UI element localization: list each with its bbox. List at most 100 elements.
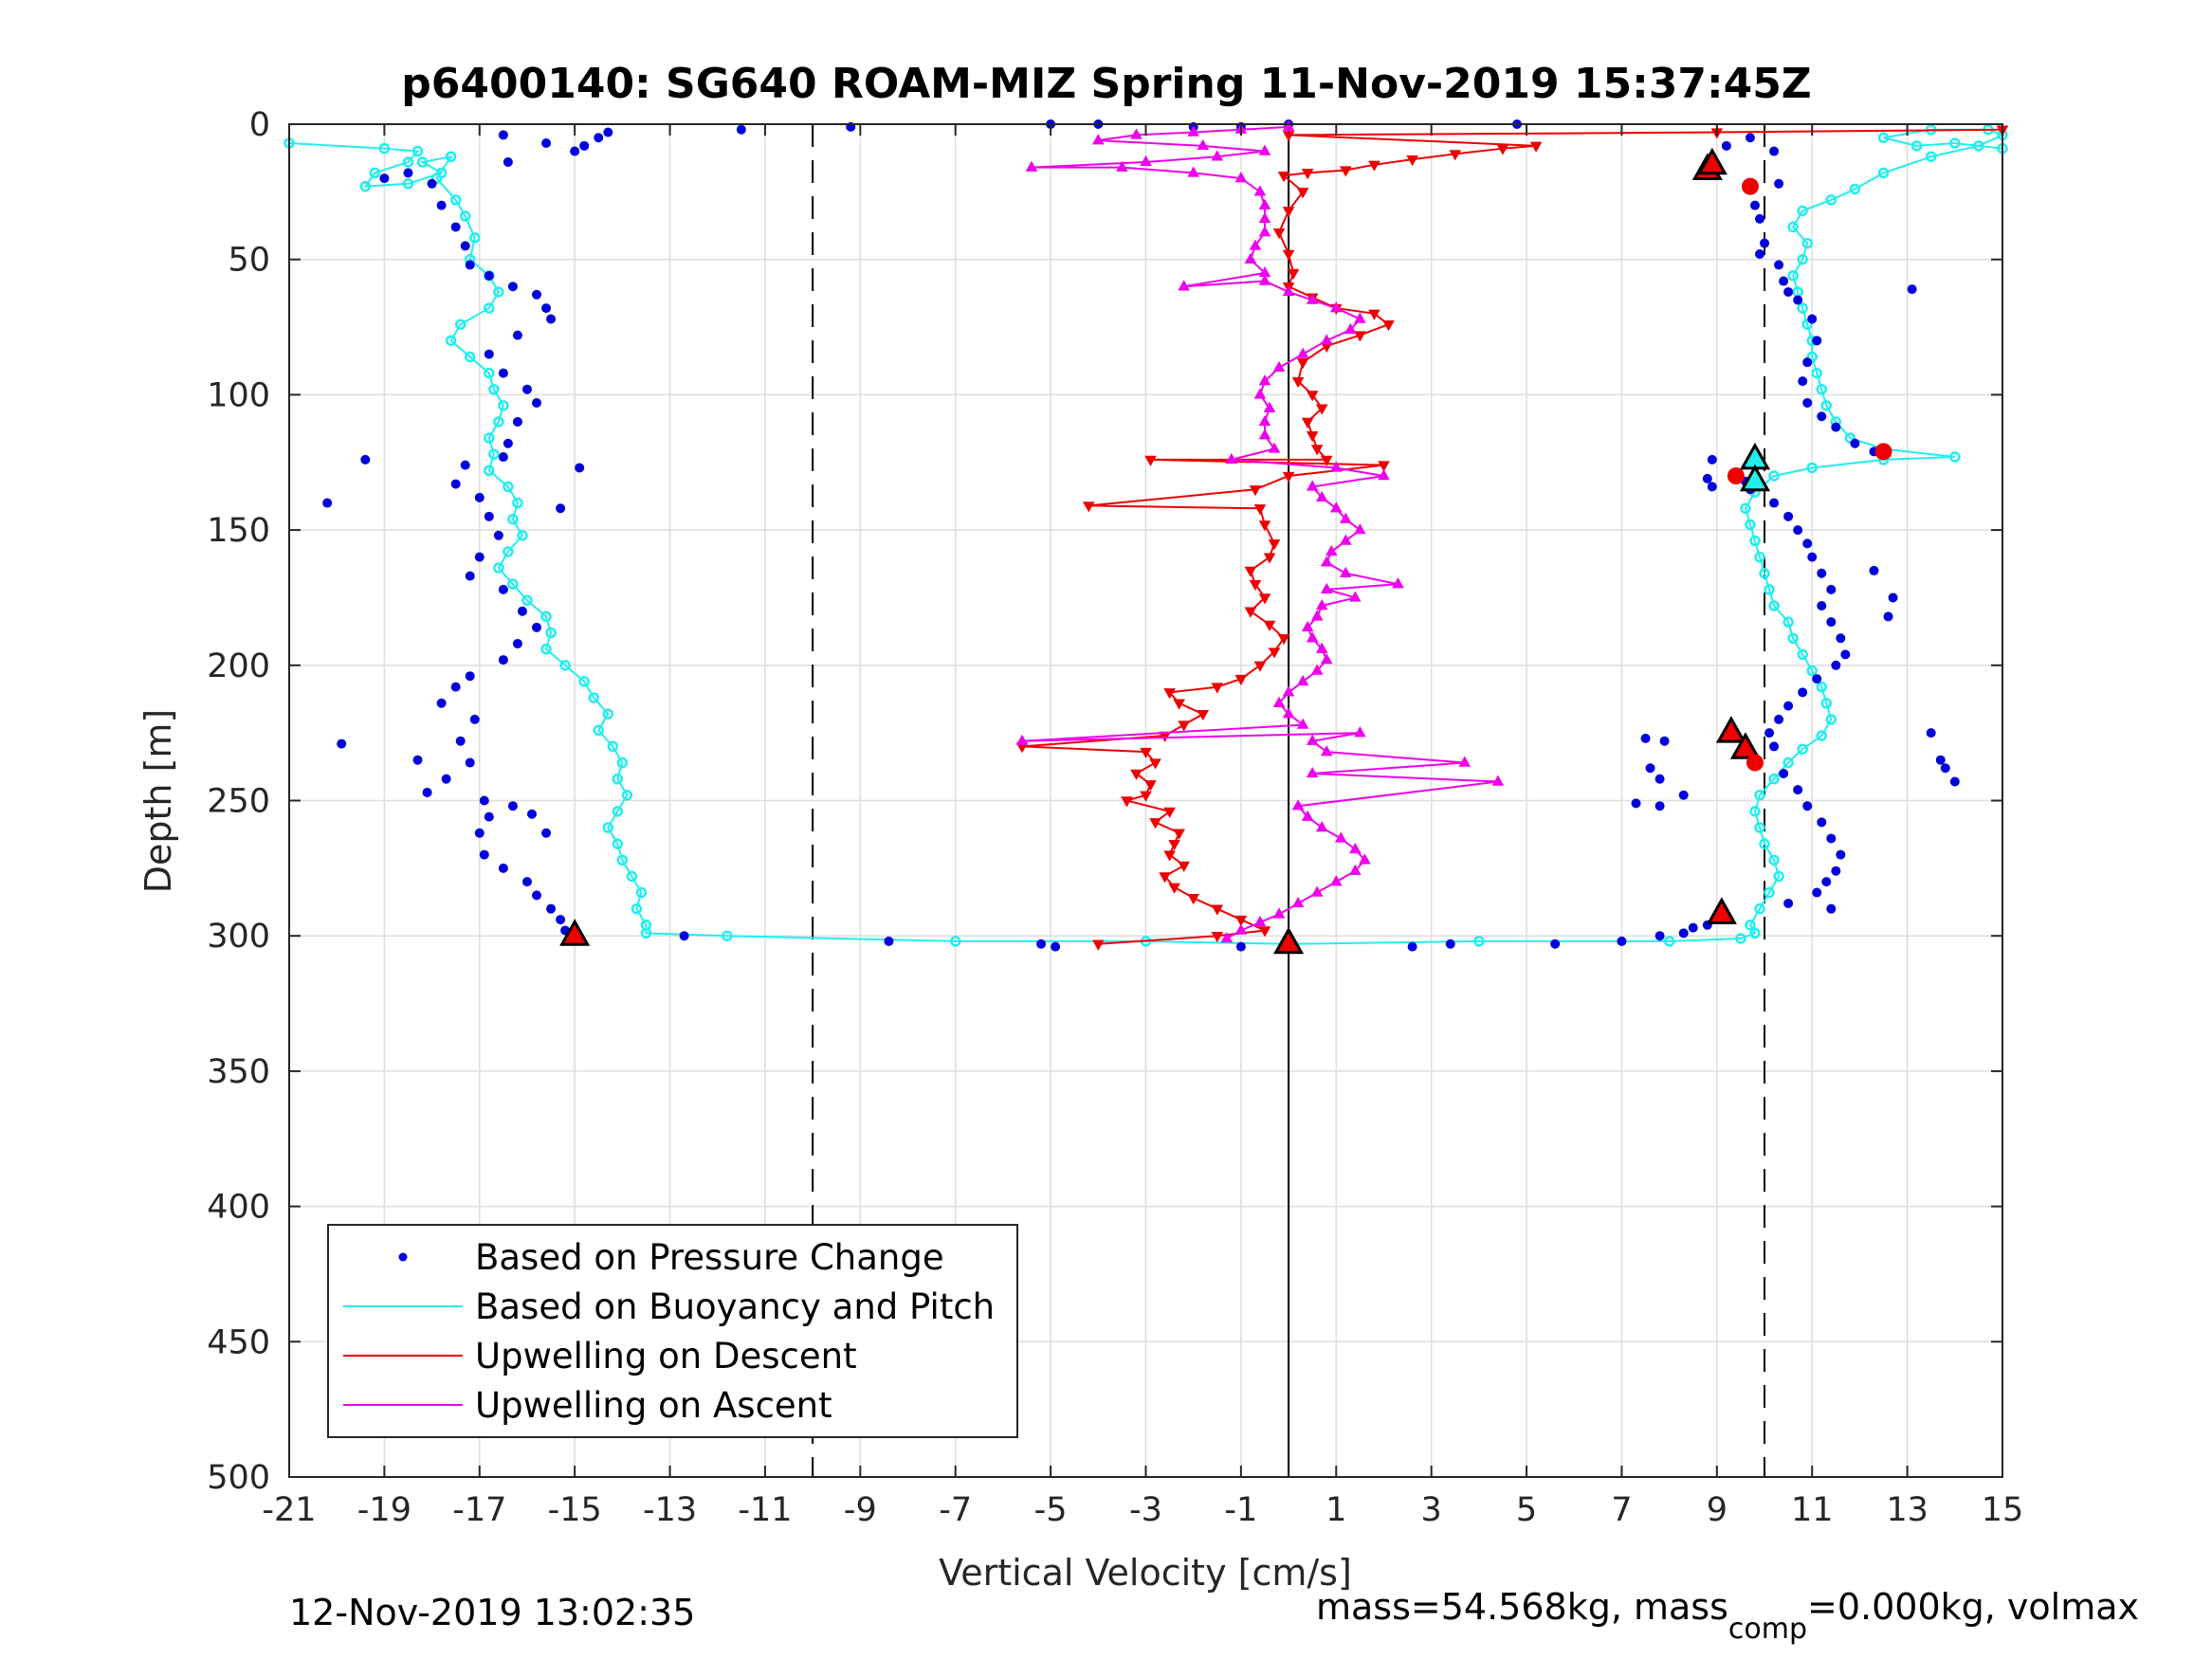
data-point [412, 755, 423, 765]
data-point [360, 454, 371, 465]
data-point [484, 511, 494, 521]
data-point [465, 571, 475, 581]
data-point [1631, 798, 1641, 809]
data-point [541, 828, 552, 838]
data-point [1820, 698, 1833, 709]
data-point [1774, 714, 1784, 724]
data-point [1296, 718, 1309, 729]
data-point [949, 936, 961, 947]
data-point [1258, 144, 1271, 155]
footer-mass-sub: comp [1728, 1613, 1807, 1646]
data-point [1907, 284, 1917, 295]
data-point [1258, 226, 1271, 237]
data-point [1812, 887, 1822, 898]
data-point [1831, 660, 1841, 670]
data-point [1354, 312, 1366, 323]
data-point [1249, 485, 1262, 497]
data-point [526, 809, 537, 819]
data-point [427, 178, 437, 189]
data-point [1802, 538, 1813, 549]
data-point [1949, 451, 1961, 463]
y-tick-label: 500 [207, 1459, 270, 1497]
data-point [1234, 172, 1248, 183]
data-point [1291, 799, 1305, 811]
data-point [1272, 360, 1286, 373]
data-point [1354, 331, 1366, 342]
data-point [1140, 155, 1152, 167]
data-point [1802, 397, 1813, 408]
x-tick-label: 9 [1707, 1491, 1728, 1529]
data-point [479, 795, 489, 806]
data-point [1163, 850, 1176, 862]
data-point [1877, 132, 1890, 144]
data-point [1272, 907, 1286, 919]
data-point [1910, 140, 1923, 152]
x-tick-label: -9 [844, 1491, 877, 1529]
data-point [1258, 374, 1271, 386]
data-point [498, 130, 508, 140]
data-point [1025, 160, 1038, 172]
data-point [474, 828, 484, 838]
data-point [1797, 743, 1808, 756]
data-point [1258, 593, 1271, 605]
data-point [1787, 632, 1799, 645]
data-point [1187, 125, 1199, 137]
footer-mass: mass=54.568kg, masscomp=0.000kg, volmax [1316, 1586, 2139, 1646]
data-point [1826, 833, 1837, 844]
legend-label-descent: Upwelling on Descent [475, 1336, 857, 1376]
data-point [465, 757, 475, 768]
data-point [1354, 726, 1366, 738]
data-point [736, 124, 746, 135]
data-point [532, 289, 542, 300]
data-point [1774, 260, 1784, 270]
data-point [1234, 915, 1248, 927]
data-point [1802, 801, 1813, 811]
data-point [1235, 941, 1246, 952]
x-tick-label: 15 [1982, 1491, 2024, 1529]
x-tick-label: -17 [452, 1491, 506, 1529]
data-point [1368, 309, 1380, 320]
data-point [1291, 376, 1305, 389]
data-point [1617, 936, 1627, 946]
data-point [1144, 455, 1157, 466]
x-tick-label: -19 [357, 1491, 411, 1529]
y-tick-label: 150 [207, 512, 270, 550]
data-point [493, 562, 504, 574]
data-point [1197, 138, 1210, 151]
data-point [1491, 775, 1505, 786]
data-point [1329, 301, 1343, 313]
data-point [465, 671, 475, 682]
data-point [1378, 469, 1390, 481]
data-point [1749, 200, 1760, 210]
data-point [1782, 757, 1794, 769]
data-point [1883, 611, 1893, 622]
data-point [1244, 252, 1257, 264]
data-point [369, 167, 381, 179]
data-point [1268, 442, 1281, 453]
data-point [1282, 471, 1295, 483]
data-point [1797, 648, 1808, 661]
data-point [1812, 674, 1822, 684]
data-point [1244, 607, 1257, 618]
data-point [1721, 140, 1731, 151]
data-point [1797, 253, 1808, 265]
data-point [1272, 228, 1286, 240]
data-point [1783, 511, 1794, 521]
data-point [1116, 160, 1128, 172]
data-point [1130, 769, 1143, 780]
marker-dot-red [1727, 467, 1745, 485]
data-point [507, 513, 519, 525]
data-point [1769, 498, 1780, 508]
data-point [1836, 849, 1846, 860]
x-tick-label: -15 [548, 1491, 602, 1529]
data-point [1831, 422, 1841, 432]
data-point [1306, 631, 1319, 643]
data-point [1926, 728, 1936, 738]
data-point [1258, 520, 1271, 532]
data-point [588, 692, 599, 703]
data-point [1817, 817, 1827, 828]
data-point [1320, 334, 1333, 345]
data-point [1253, 388, 1267, 399]
data-point [532, 397, 542, 408]
data-point [1768, 600, 1780, 611]
